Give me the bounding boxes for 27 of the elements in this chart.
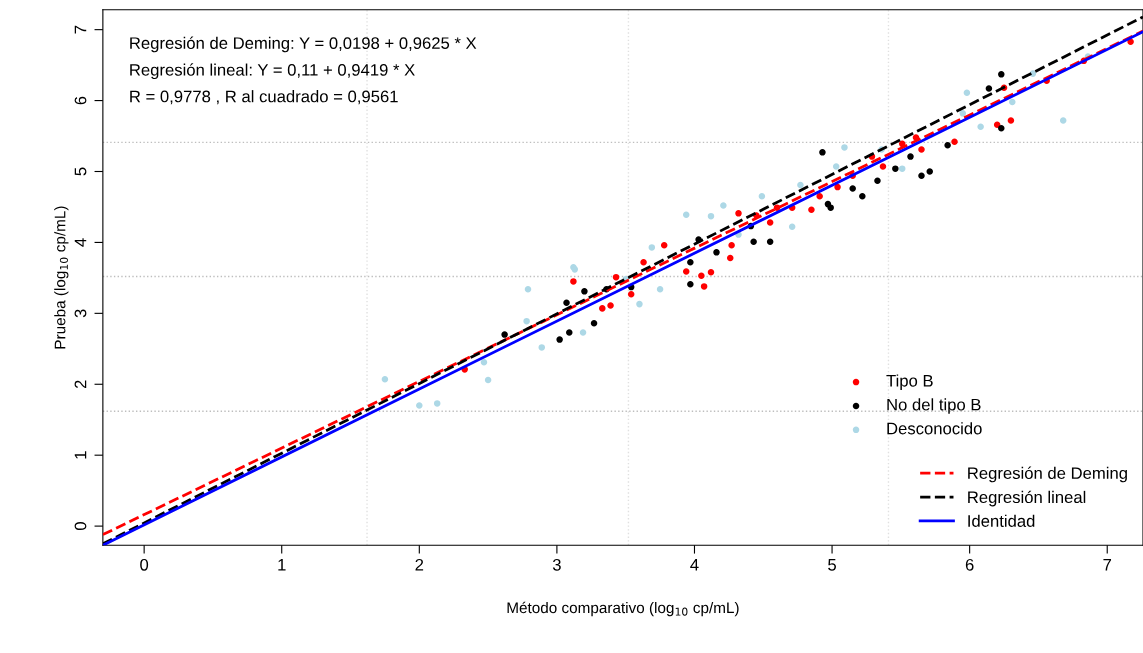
x-tick-label: 1 (278, 559, 286, 571)
annotation: Regresión lineal: Y = 0,11 + 0,9419 * X (130, 63, 415, 80)
x-tick-label: 6 (965, 558, 974, 571)
legend-label: Regresión lineal (968, 490, 1086, 507)
x-tick-label: 0 (140, 558, 149, 571)
annotation: R = 0,9778 , R al cuadrado = 0,9561 (130, 90, 398, 105)
x-tick-label: 7 (1103, 559, 1112, 571)
y-tick-label: 0 (74, 522, 87, 531)
legend-label: Identidad (968, 514, 1035, 527)
legend-label: Tipo B (886, 374, 933, 390)
x-tick-label: 4 (690, 559, 699, 571)
x-tick-label: 2 (415, 558, 424, 571)
legend-label: No del tipo B (887, 398, 981, 414)
x-tick-label: 3 (552, 558, 561, 571)
legend-label: Regresión de Deming (968, 466, 1127, 483)
y-tick-label: 3 (74, 309, 87, 318)
y-axis-title: Prueba (log$_{10}$ cp/mL) (54, 206, 69, 349)
y-tick-label: 6 (74, 96, 87, 105)
legend-label: Desconocido (887, 422, 982, 435)
y-tick-label: 4 (74, 238, 87, 247)
y-tick-label: 5 (74, 167, 87, 176)
y-tick-label: 2 (74, 380, 87, 389)
y-tick-label: 7 (74, 25, 87, 34)
annotation: Regresión de Deming: Y = 0,0198 + 0,9625 * X (130, 36, 477, 53)
x-axis-title: Método comparativo (log$_{10}$ cp/mL) (507, 601, 739, 617)
y-tick-label: 1 (74, 451, 87, 459)
x-tick-label: 5 (828, 559, 836, 571)
